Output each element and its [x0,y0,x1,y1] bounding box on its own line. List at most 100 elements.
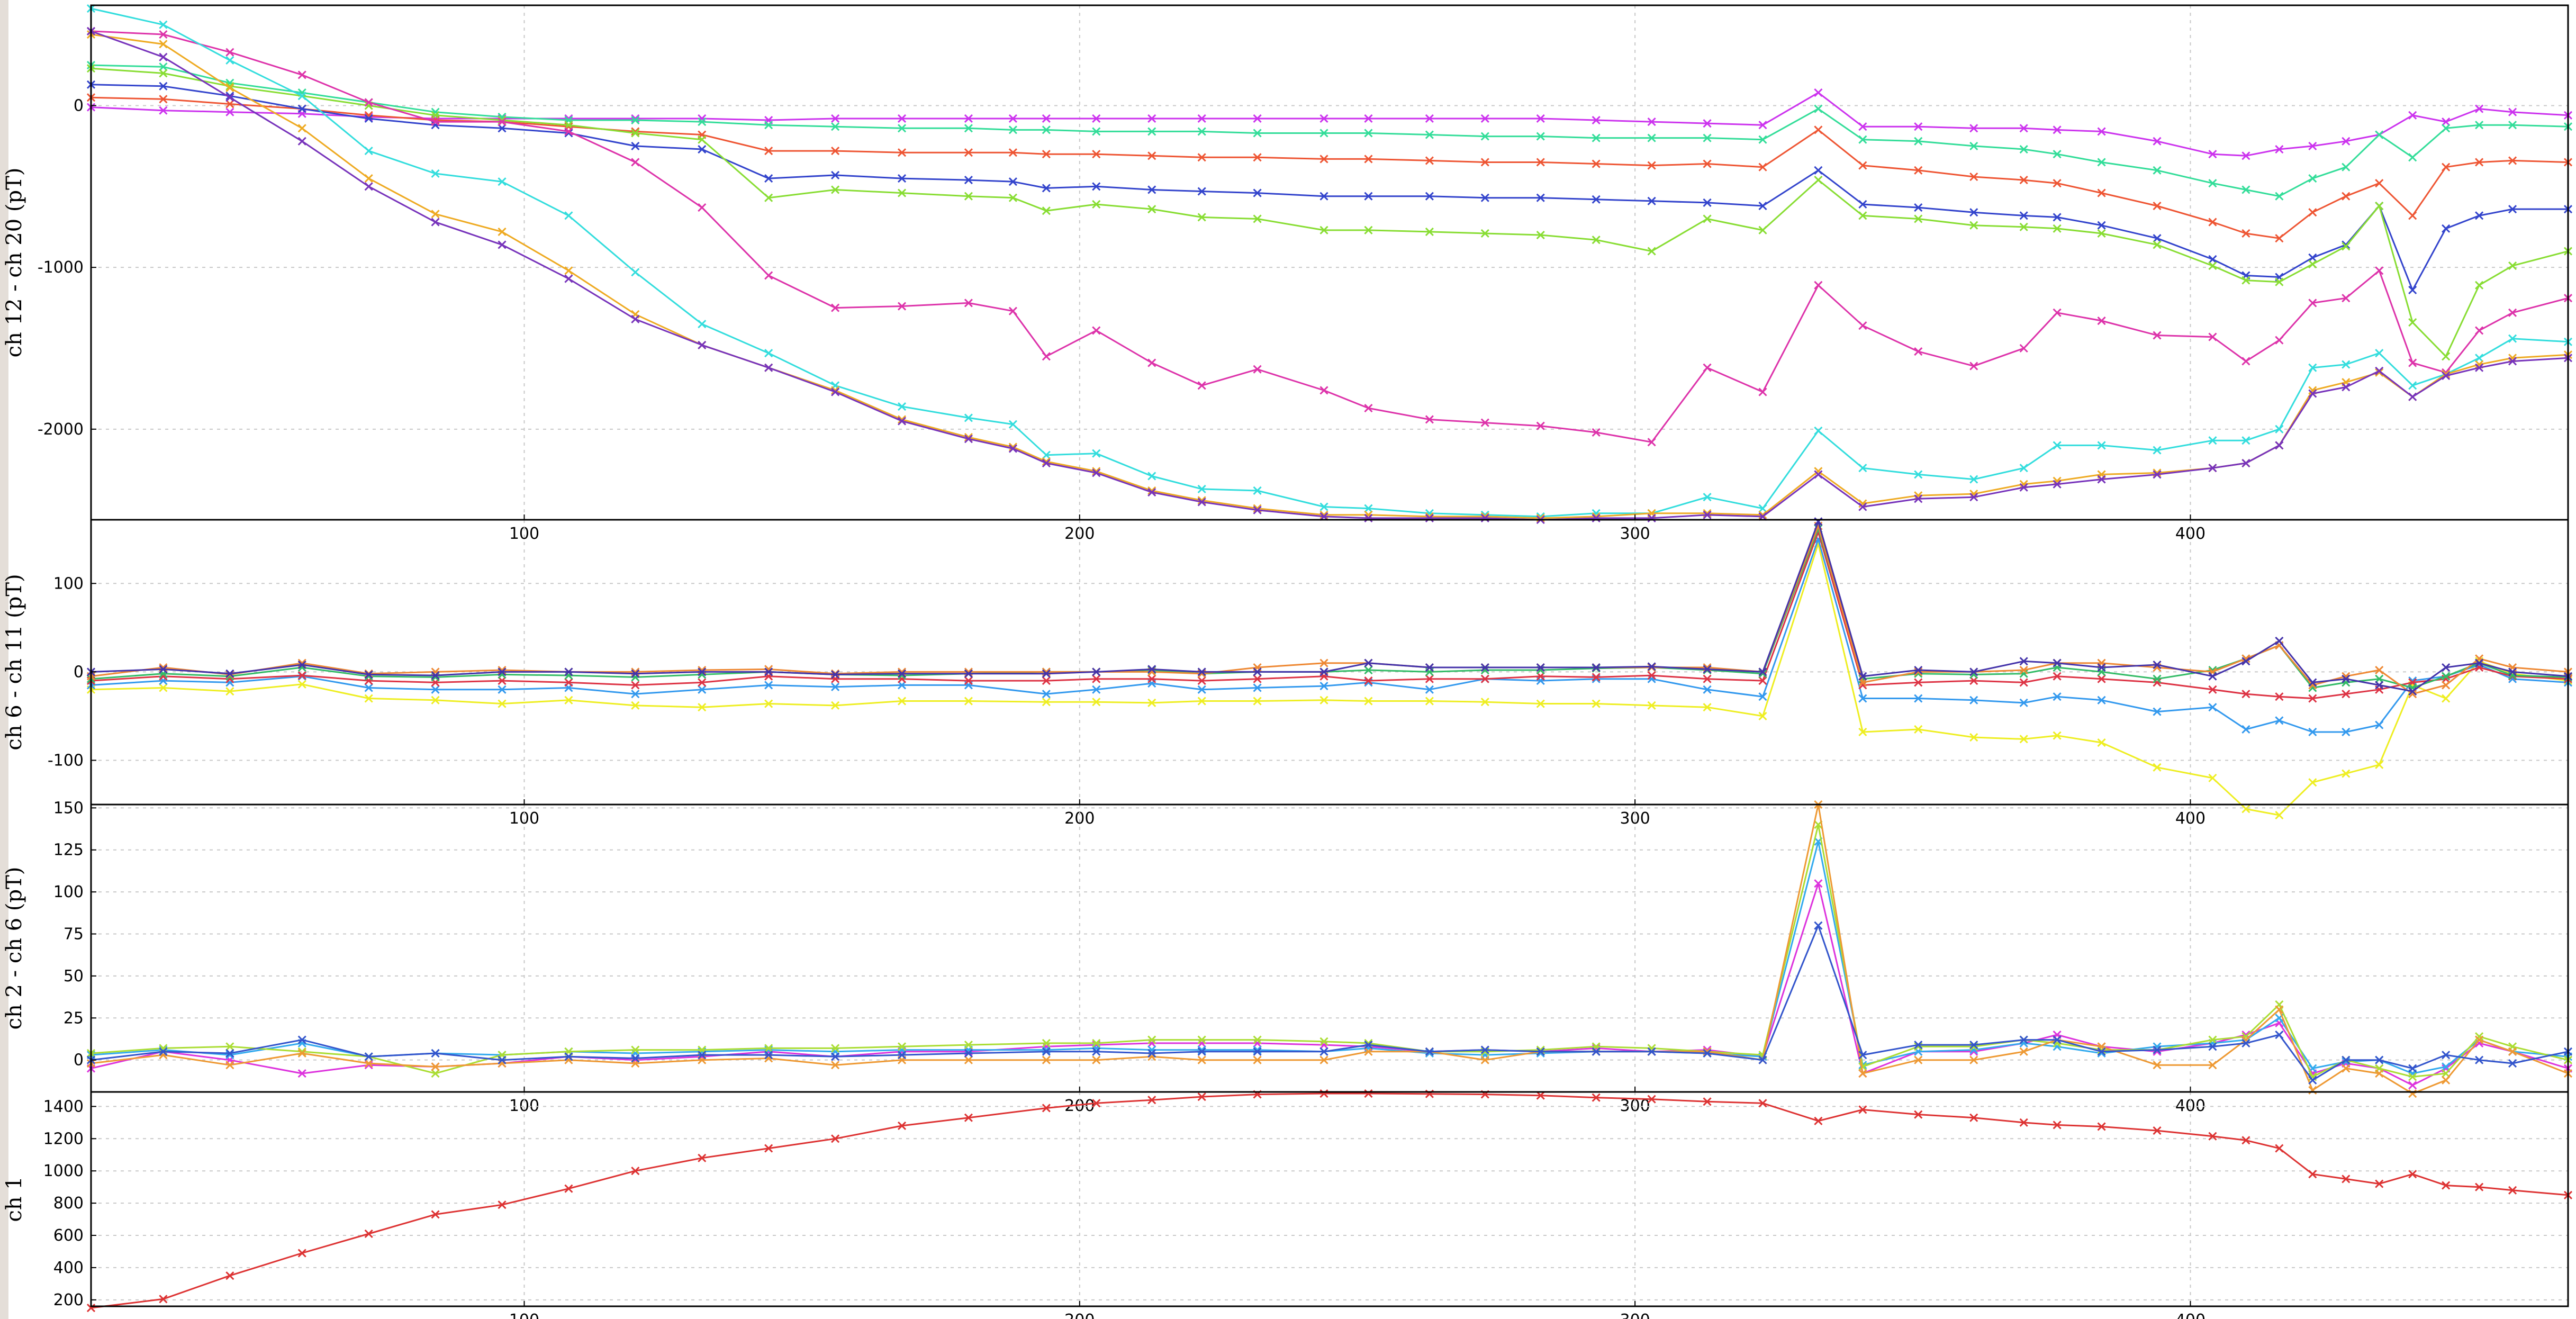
data-point [1703,214,1712,223]
data-point [2153,660,2162,670]
data-point [964,1041,973,1050]
data-point [2508,156,2517,165]
data-point [1092,1038,1101,1047]
data-point [1758,692,1767,701]
data-point [1858,1105,1867,1114]
data-point [698,678,707,687]
data-point [1092,685,1101,694]
data-point [964,299,973,308]
data-point [1364,404,1373,413]
data-point [2275,336,2284,345]
y-tick-label: 1400 [43,1097,84,1116]
data-point [2375,674,2384,683]
data-point [2308,727,2317,737]
data-point [1480,114,1489,123]
data-point [2308,778,2317,787]
data-point [1592,663,1601,672]
data-point [1008,114,1017,123]
data-point [1480,158,1489,167]
data-point [1969,667,1978,676]
data-point [2208,685,2217,694]
data-point [1703,685,1712,694]
data-point [2442,371,2451,381]
data-point [1647,674,1656,683]
data-point [498,227,507,236]
series-line-1 [91,882,2569,1086]
data-point [1647,161,1656,170]
data-point [225,1049,234,1058]
y-tick-label: 75 [64,925,84,944]
data-point [1758,135,1767,144]
data-point [1703,1097,1712,1106]
data-point [897,669,907,678]
data-point [2475,1035,2484,1044]
data-point [2475,211,2484,220]
data-point [431,1049,440,1058]
data-point [2241,436,2250,445]
data-point [1042,352,1051,361]
data-point [1042,698,1051,707]
series-line-5 [91,525,2569,695]
data-point [764,174,773,183]
data-point [1425,114,1434,123]
data-point [1480,418,1489,427]
data-point [2475,660,2484,670]
data-point [1536,132,1545,141]
data-point [2308,208,2317,217]
data-point [1092,667,1101,676]
data-point [1147,674,1156,683]
data-point [2342,1055,2351,1064]
data-point [2375,1055,2384,1064]
data-point [2375,349,2384,358]
data-point [1814,921,1823,930]
data-point [1008,177,1017,186]
data-point [831,170,840,180]
data-point [498,685,507,694]
data-point [498,676,507,685]
series-line-5 [91,925,2569,1081]
data-point [1647,662,1656,671]
data-point [564,1052,573,1061]
data-point [2019,483,2028,492]
y-tick-label: 100 [53,883,84,901]
data-point [2408,381,2417,390]
data-point [1364,665,1373,675]
data-point [2053,480,2062,489]
data-point [1092,698,1101,707]
data-point [159,1044,168,1053]
data-point [1425,674,1434,683]
y-tick-label: 0 [74,1051,84,1070]
data-point [1147,205,1156,214]
data-point [1914,1041,1923,1050]
data-point [431,1069,440,1078]
data-point [1253,697,1262,706]
y-tick-label: 1000 [43,1162,84,1180]
data-point [831,122,840,131]
data-point [1703,363,1712,372]
data-point [1197,697,1206,706]
data-point [2208,1042,2217,1051]
data-point [2097,475,2106,484]
data-point [564,274,573,283]
data-point [564,266,573,275]
y-axis-label: ch 6 - ch 11 (pT) [2,574,26,750]
data-point [498,699,507,708]
y-tick-label: 125 [53,841,84,860]
data-point [2308,389,2317,398]
data-point [2153,446,2162,455]
data-point [2408,1170,2417,1179]
data-point [897,124,907,133]
data-point [1364,155,1373,164]
data-point [159,82,168,91]
data-point [159,665,168,674]
data-point [2408,211,2417,220]
data-point [1914,166,1923,175]
data-point [564,127,573,136]
data-point [897,402,907,411]
data-point [1814,281,1823,290]
data-point [1197,1092,1206,1101]
data-point [1914,470,1923,479]
data-point [431,671,440,680]
data-point [1253,114,1262,123]
data-point [1253,1038,1262,1047]
